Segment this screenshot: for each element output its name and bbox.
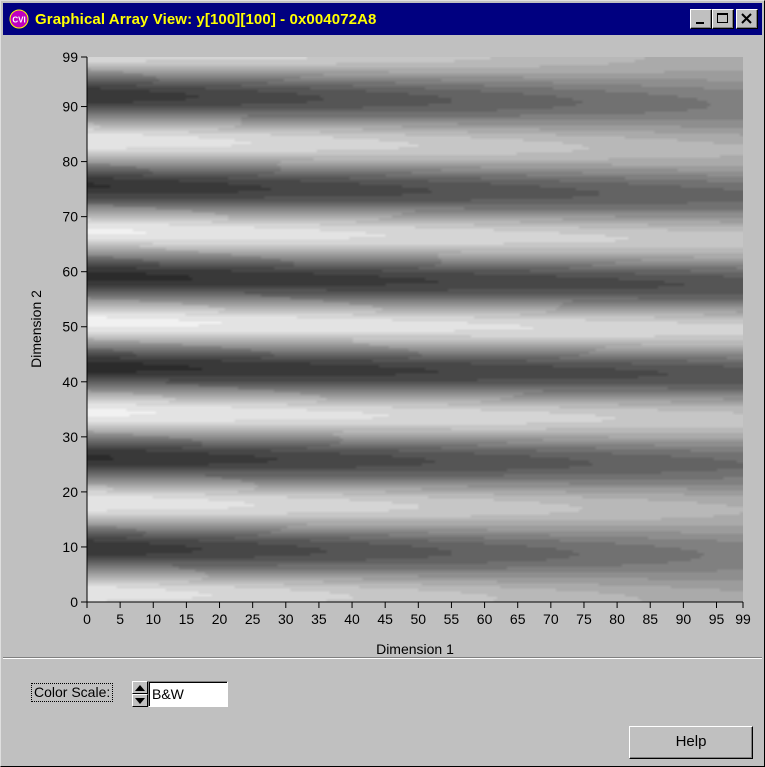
x-tick-label: 20 (212, 611, 228, 627)
arrow-up-icon (135, 684, 145, 691)
arrow-down-icon (135, 697, 145, 704)
x-tick-label: 80 (609, 611, 625, 627)
y-tick-label: 60 (62, 264, 78, 280)
separator-light (3, 658, 762, 659)
app-icon-text: CVI (12, 16, 25, 25)
y-tick-label: 80 (62, 154, 78, 170)
x-tick-label: 10 (145, 611, 161, 627)
x-tick-label: 75 (576, 611, 592, 627)
color-scale-label: Color Scale: (31, 683, 114, 702)
heatmap-plot-area (87, 57, 743, 602)
title-bar[interactable]: CVI Graphical Array View: y[100][100] - … (3, 3, 762, 35)
color-scale-field[interactable]: B&W (148, 681, 228, 707)
y-tick-label: 40 (62, 374, 78, 390)
x-tick-label: 60 (477, 611, 493, 627)
spin-up-button[interactable] (132, 681, 148, 694)
y-tick-label: 20 (62, 484, 78, 500)
x-tick-label: 50 (411, 611, 427, 627)
color-scale-spinner[interactable] (132, 681, 148, 707)
x-tick-label: 55 (444, 611, 460, 627)
y-tick-label: 0 (70, 594, 78, 610)
x-tick-label: 0 (83, 611, 91, 627)
x-tick-label: 65 (510, 611, 526, 627)
cvi-app-icon: CVI (9, 9, 29, 29)
y-tick-label: 70 (62, 209, 78, 225)
maximize-button[interactable] (712, 9, 734, 29)
heatmap-chart: 0 5 10 15 20 25 30 35 40 45 50 55 60 65 70 75 80 85 90 95 99… (28, 49, 751, 657)
x-axis-label: Dimension 1 (376, 641, 454, 657)
close-icon (741, 13, 752, 24)
x-tick-label: 15 (179, 611, 195, 627)
x-tick-label: 30 (278, 611, 294, 627)
array-graph[interactable]: 0 5 10 15 20 25 30 35 40 45 50 55 60 65 70 75 80 85 90 95 99… (9, 37, 759, 657)
spin-down-button[interactable] (132, 694, 148, 707)
x-tick-label: 35 (311, 611, 327, 627)
x-tick-label: 5 (116, 611, 124, 627)
x-tick-label: 40 (344, 611, 360, 627)
x-tick-label: 90 (676, 611, 692, 627)
maximize-icon (717, 13, 728, 23)
y-axis-label: Dimension 2 (28, 290, 44, 368)
x-tick-label: 85 (642, 611, 658, 627)
separator-dark (3, 657, 762, 658)
y-tick-label: 99 (62, 49, 78, 65)
x-tick-label: 70 (543, 611, 559, 627)
y-tick-label: 90 (62, 99, 78, 115)
x-tick-label: 99 (735, 611, 751, 627)
y-tick-label: 10 (62, 539, 78, 555)
window-title: Graphical Array View: y[100][100] - 0x00… (35, 10, 377, 28)
x-tick-label: 45 (377, 611, 393, 627)
help-button[interactable]: Help (629, 726, 753, 759)
minimize-icon (696, 22, 704, 24)
x-tick-label: 95 (709, 611, 725, 627)
x-tick-label: 25 (245, 611, 261, 627)
minimize-button[interactable] (690, 9, 712, 29)
y-tick-label: 50 (62, 319, 78, 335)
y-tick-label: 30 (62, 429, 78, 445)
close-button[interactable] (736, 9, 758, 29)
